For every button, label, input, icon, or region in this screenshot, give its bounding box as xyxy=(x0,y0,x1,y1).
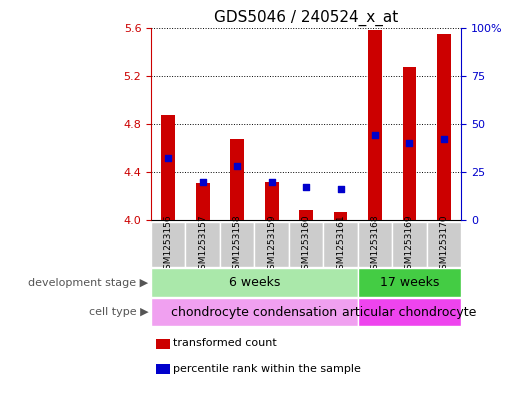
Text: GSM1253170: GSM1253170 xyxy=(439,214,448,275)
Text: transformed count: transformed count xyxy=(173,338,277,349)
Bar xyxy=(151,268,358,297)
Text: 6 weeks: 6 weeks xyxy=(229,276,280,289)
Point xyxy=(439,136,448,142)
Point xyxy=(302,184,310,191)
Bar xyxy=(151,222,186,267)
Bar xyxy=(254,222,289,267)
Bar xyxy=(358,222,392,267)
Bar xyxy=(151,298,358,326)
Bar xyxy=(392,222,427,267)
Point xyxy=(198,178,207,185)
Bar xyxy=(358,268,461,297)
Point xyxy=(233,163,241,169)
Bar xyxy=(196,183,209,220)
Text: GSM1253160: GSM1253160 xyxy=(302,214,311,275)
Point xyxy=(267,178,276,185)
Bar xyxy=(289,222,323,267)
Point xyxy=(370,132,379,138)
Point xyxy=(405,140,413,146)
Text: cell type ▶: cell type ▶ xyxy=(89,307,148,317)
Text: GSM1253159: GSM1253159 xyxy=(267,214,276,275)
Text: GSM1253158: GSM1253158 xyxy=(233,214,242,275)
Point xyxy=(336,186,344,193)
Text: percentile rank within the sample: percentile rank within the sample xyxy=(173,364,361,374)
Bar xyxy=(358,298,461,326)
Text: GSM1253157: GSM1253157 xyxy=(198,214,207,275)
Bar xyxy=(230,140,244,220)
Text: development stage ▶: development stage ▶ xyxy=(28,277,148,288)
Bar xyxy=(403,67,417,220)
Bar xyxy=(299,211,313,220)
Text: GSM1253168: GSM1253168 xyxy=(370,214,379,275)
Bar xyxy=(427,222,461,267)
Bar xyxy=(334,212,348,220)
Bar xyxy=(186,222,220,267)
Text: articular chondrocyte: articular chondrocyte xyxy=(342,305,476,319)
Text: 17 weeks: 17 weeks xyxy=(379,276,439,289)
Bar xyxy=(323,222,358,267)
Text: GSM1253161: GSM1253161 xyxy=(336,214,345,275)
Bar xyxy=(437,33,450,220)
Text: chondrocyte condensation: chondrocyte condensation xyxy=(171,305,338,319)
Point xyxy=(164,155,172,162)
Bar xyxy=(264,182,278,220)
Bar xyxy=(220,222,254,267)
Text: GSM1253156: GSM1253156 xyxy=(164,214,173,275)
Bar xyxy=(368,30,382,220)
Bar xyxy=(161,116,175,220)
Title: GDS5046 / 240524_x_at: GDS5046 / 240524_x_at xyxy=(214,10,398,26)
Text: GSM1253169: GSM1253169 xyxy=(405,214,414,275)
